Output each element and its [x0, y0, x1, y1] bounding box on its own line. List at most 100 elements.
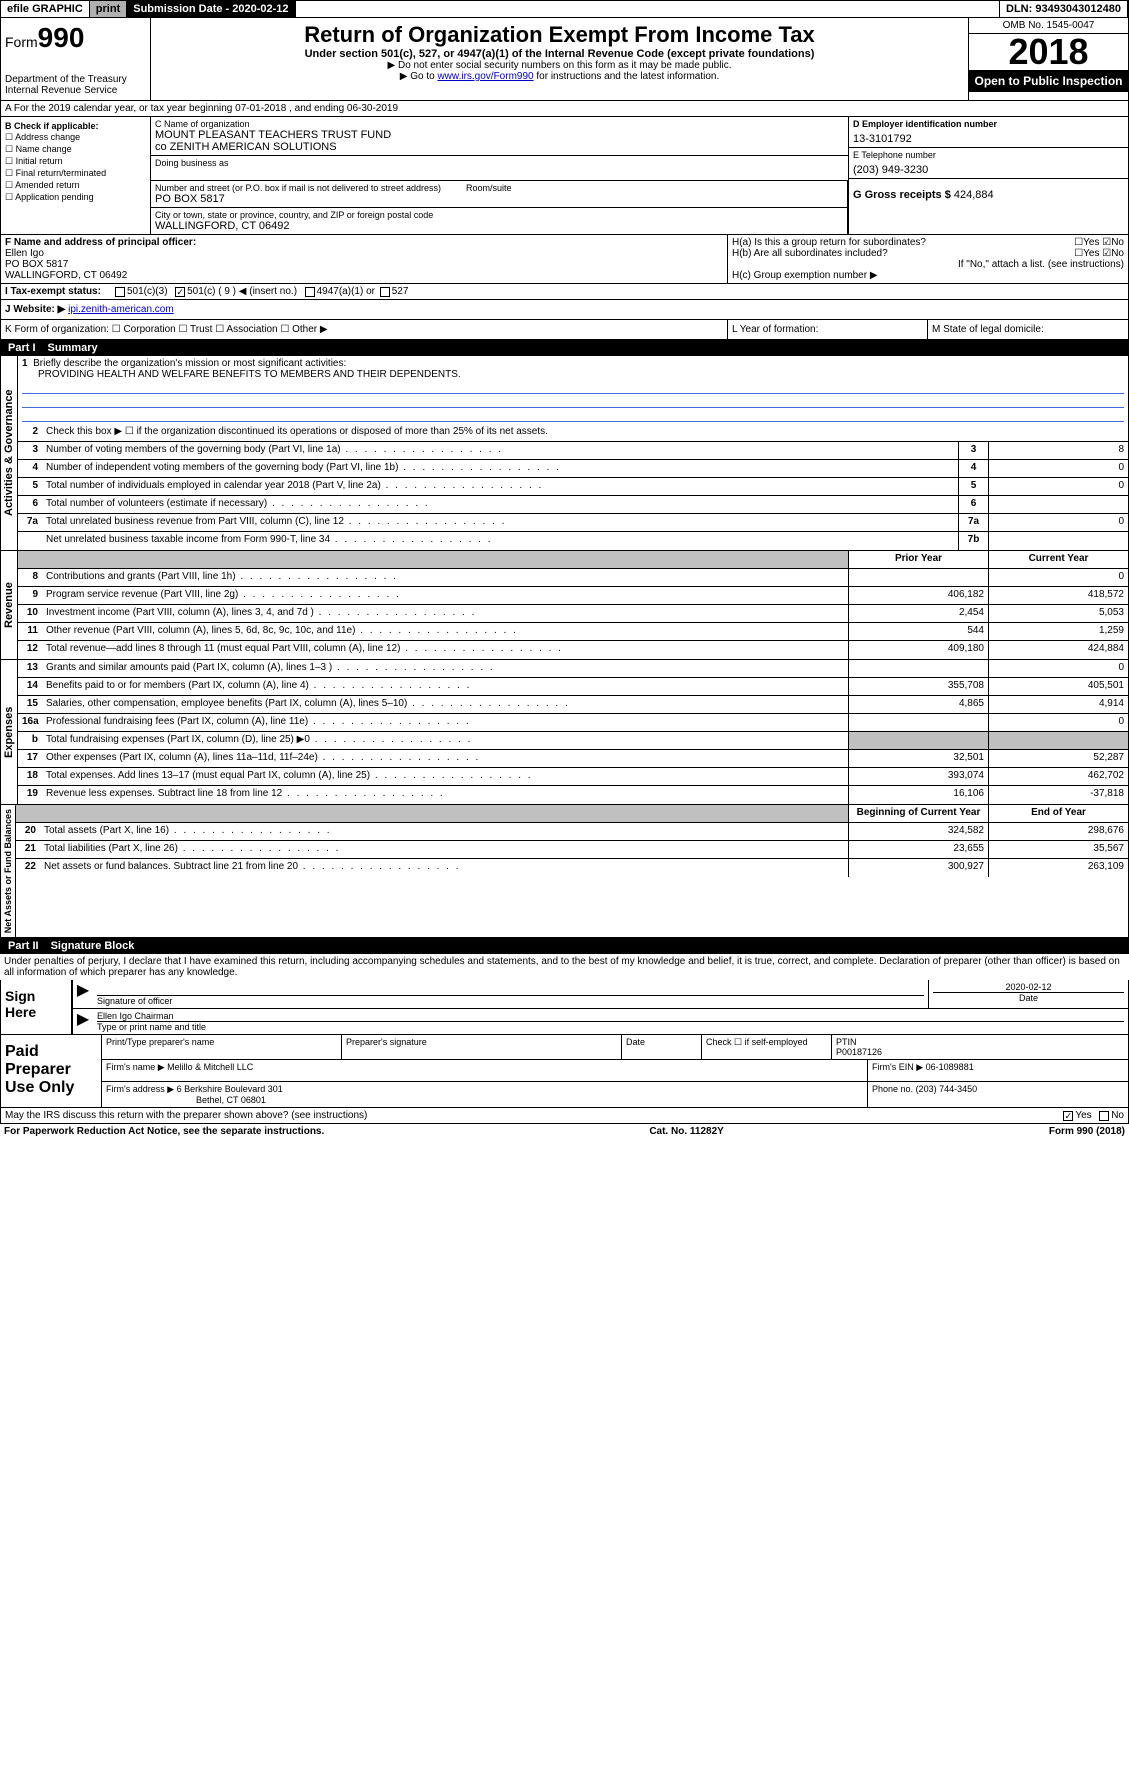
form-label: Form	[5, 34, 38, 50]
summary-row: 20Total assets (Part X, line 16)324,5822…	[16, 823, 1128, 841]
box-c: C Name of organization MOUNT PLEASANT TE…	[151, 117, 848, 234]
efile-label: efile GRAPHIC	[1, 1, 90, 17]
officer-addr2: WALLINGFORD, CT 06492	[5, 270, 723, 281]
paid-label: Paid Preparer Use Only	[1, 1035, 101, 1107]
box-l: L Year of formation:	[728, 320, 928, 339]
chk-pending[interactable]: ☐ Application pending	[5, 192, 146, 203]
summary-row: 14Benefits paid to or for members (Part …	[18, 678, 1128, 696]
preparer-name-header: Print/Type preparer's name	[102, 1035, 342, 1059]
q2-text: Check this box ▶ ☐ if the organization d…	[42, 424, 1128, 441]
side-revenue: Revenue	[1, 551, 18, 659]
form-num-value: 990	[38, 22, 85, 53]
box-k: K Form of organization: ☐ Corporation ☐ …	[1, 320, 728, 339]
gross-label: G Gross receipts $	[853, 189, 951, 201]
firm-name-value: Melillo & Mitchell LLC	[167, 1062, 253, 1072]
form-number: Form990	[5, 22, 146, 54]
side-netassets: Net Assets or Fund Balances	[1, 805, 16, 937]
penalties-text: Under penalties of perjury, I declare th…	[0, 954, 1129, 980]
dept-label: Department of the Treasury Internal Reve…	[5, 74, 146, 96]
phone-value: (203) 949-3230	[853, 164, 1124, 176]
irs-link[interactable]: www.irs.gov/Form990	[437, 71, 533, 82]
part1-label: Part I	[8, 342, 36, 354]
firm-ein-label: Firm's EIN ▶	[872, 1062, 923, 1072]
tax-year: 2018	[969, 34, 1128, 70]
box-fh: F Name and address of principal officer:…	[0, 235, 1129, 284]
part2-header: Part II Signature Block	[0, 938, 1129, 954]
summary-row: 7aTotal unrelated business revenue from …	[18, 514, 1128, 532]
chk-name[interactable]: ☐ Name change	[5, 144, 146, 155]
discuss-yes[interactable]	[1063, 1111, 1073, 1121]
discuss-no[interactable]	[1099, 1111, 1109, 1121]
side-governance: Activities & Governance	[1, 356, 18, 550]
summary-row: 5Total number of individuals employed in…	[18, 478, 1128, 496]
preparer-sig-header: Preparer's signature	[342, 1035, 622, 1059]
box-m: M State of legal domicile:	[928, 320, 1128, 339]
sig-label: Signature of officer	[97, 996, 172, 1006]
dba-label: Doing business as	[155, 158, 844, 168]
open-public-badge: Open to Public Inspection	[969, 70, 1128, 92]
footer-mid: Cat. No. 11282Y	[649, 1126, 723, 1137]
chk-501c3[interactable]	[115, 287, 125, 297]
part2-title: Signature Block	[51, 940, 135, 952]
city-label: City or town, state or province, country…	[155, 210, 843, 220]
ha-answer: ☐Yes ☑No	[1074, 237, 1124, 248]
part1-header: Part I Summary	[0, 340, 1129, 356]
officer-name: Ellen Igo	[5, 248, 723, 259]
summary-row: 10Investment income (Part VIII, column (…	[18, 605, 1128, 623]
sign-here-label: Sign Here	[1, 980, 71, 1034]
org-name-2: co ZENITH AMERICAN SOLUTIONS	[155, 141, 844, 153]
chk-initial[interactable]: ☐ Initial return	[5, 156, 146, 167]
current-year-header: Current Year	[988, 551, 1128, 568]
submission-date: Submission Date - 2020-02-12	[127, 1, 295, 17]
tax-status-label: I Tax-exempt status:	[5, 286, 101, 297]
discuss-answer: Yes No	[1061, 1110, 1124, 1121]
org-city: WALLINGFORD, CT 06492	[155, 220, 843, 232]
firm-phone-label: Phone no.	[872, 1084, 913, 1094]
summary-row: 11Other revenue (Part VIII, column (A), …	[18, 623, 1128, 641]
box-b-label: B Check if applicable:	[5, 121, 146, 131]
footer-right: Form 990 (2018)	[1049, 1126, 1125, 1137]
print-button[interactable]: print	[90, 1, 127, 17]
website-link[interactable]: ipi.zenith-american.com	[68, 304, 174, 315]
chk-final[interactable]: ☐ Final return/terminated	[5, 168, 146, 179]
summary-row: 12Total revenue—add lines 8 through 11 (…	[18, 641, 1128, 659]
hb-answer: ☐Yes ☑No	[1074, 248, 1124, 259]
note2-post: for instructions and the latest informat…	[534, 71, 720, 82]
summary-row: 4Number of independent voting members of…	[18, 460, 1128, 478]
discuss-row: May the IRS discuss this return with the…	[0, 1108, 1129, 1124]
self-employed-chk: Check ☐ if self-employed	[702, 1035, 832, 1059]
chk-address[interactable]: ☐ Address change	[5, 132, 146, 143]
ein-label: D Employer identification number	[853, 119, 1124, 129]
end-year-header: End of Year	[988, 805, 1128, 822]
sig-arrow2-icon: ▶	[73, 1009, 93, 1034]
officer-label: F Name and address of principal officer:	[5, 237, 723, 248]
summary-row: 22Net assets or fund balances. Subtract …	[16, 859, 1128, 877]
summary-row: 8Contributions and grants (Part VIII, li…	[18, 569, 1128, 587]
org-name-label: C Name of organization	[155, 119, 844, 129]
firm-name-label: Firm's name ▶	[106, 1062, 165, 1072]
website-label: J Website: ▶	[5, 304, 65, 315]
tax-status-row: I Tax-exempt status: 501(c)(3) 501(c) ( …	[0, 284, 1129, 300]
chk-amended[interactable]: ☐ Amended return	[5, 180, 146, 191]
side-expenses: Expenses	[1, 660, 18, 804]
expenses-section: Expenses 13Grants and similar amounts pa…	[0, 660, 1129, 805]
title-note2: ▶ Go to www.irs.gov/Form990 for instruct…	[155, 71, 964, 82]
opt-4947: 4947(a)(1) or	[317, 286, 375, 297]
hb-note: If "No," attach a list. (see instruction…	[732, 259, 1124, 270]
summary-row: 9Program service revenue (Part VIII, lin…	[18, 587, 1128, 605]
sig-arrow-icon: ▶	[73, 980, 93, 1008]
box-d: D Employer identification number 13-3101…	[848, 117, 1128, 234]
addr-label: Number and street (or P.O. box if mail i…	[155, 183, 441, 193]
chk-501c[interactable]	[175, 287, 185, 297]
summary-row: 6Total number of volunteers (estimate if…	[18, 496, 1128, 514]
part1-title: Summary	[48, 342, 98, 354]
footer-row: For Paperwork Reduction Act Notice, see …	[0, 1124, 1129, 1139]
sig-date-value: 2020-02-12	[933, 982, 1124, 993]
opt-501c3: 501(c)(3)	[127, 286, 168, 297]
summary-row: 13Grants and similar amounts paid (Part …	[18, 660, 1128, 678]
opt-527: 527	[392, 286, 409, 297]
footer-left: For Paperwork Reduction Act Notice, see …	[4, 1126, 324, 1137]
chk-4947[interactable]	[305, 287, 315, 297]
chk-527[interactable]	[380, 287, 390, 297]
title-note1: ▶ Do not enter social security numbers o…	[155, 60, 964, 71]
